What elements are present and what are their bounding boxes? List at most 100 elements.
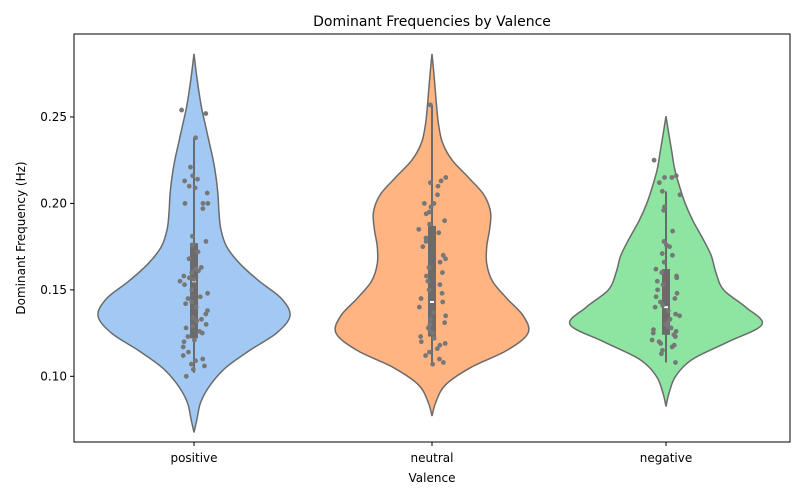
data-point bbox=[437, 282, 443, 288]
data-point bbox=[659, 251, 665, 256]
data-point bbox=[649, 337, 655, 343]
chart-title: Dominant Frequencies by Valence bbox=[313, 14, 551, 30]
data-point bbox=[186, 183, 192, 189]
x-tick-label: negative bbox=[640, 451, 692, 465]
data-point bbox=[182, 282, 187, 288]
data-point bbox=[673, 311, 678, 317]
data-point bbox=[661, 239, 667, 244]
data-point bbox=[667, 244, 672, 250]
data-point bbox=[181, 339, 187, 345]
data-point bbox=[431, 335, 437, 341]
data-point bbox=[185, 296, 191, 301]
data-point bbox=[192, 185, 198, 191]
data-point bbox=[202, 363, 207, 369]
violins-layer bbox=[97, 53, 764, 433]
y-tick-label: 0.20 bbox=[40, 196, 67, 210]
data-point bbox=[674, 275, 680, 281]
data-point bbox=[423, 353, 428, 358]
data-point bbox=[677, 192, 683, 198]
data-point bbox=[653, 266, 659, 272]
data-point bbox=[198, 264, 204, 270]
data-point bbox=[197, 294, 203, 300]
data-point bbox=[188, 164, 193, 170]
data-point bbox=[436, 230, 442, 236]
data-point bbox=[662, 175, 667, 180]
data-point bbox=[189, 270, 195, 275]
y-axis-label: Dominant Frequency (Hz) bbox=[14, 161, 28, 314]
data-point bbox=[193, 358, 198, 364]
data-point bbox=[424, 273, 429, 279]
data-point bbox=[186, 349, 191, 355]
data-point bbox=[669, 344, 675, 350]
data-point bbox=[423, 239, 429, 244]
data-point bbox=[653, 294, 659, 300]
data-point bbox=[191, 337, 197, 343]
data-point bbox=[190, 315, 196, 320]
data-point bbox=[195, 249, 201, 255]
data-point bbox=[182, 201, 188, 206]
data-point bbox=[195, 176, 200, 182]
data-point bbox=[181, 273, 187, 279]
y-tick-label: 0.10 bbox=[40, 369, 67, 383]
data-point bbox=[186, 275, 192, 281]
data-point bbox=[423, 235, 429, 241]
data-point bbox=[670, 252, 675, 258]
data-point bbox=[416, 226, 422, 232]
data-point bbox=[203, 239, 209, 244]
y-tick-label: 0.25 bbox=[40, 110, 67, 124]
data-point bbox=[442, 218, 448, 224]
data-point bbox=[440, 270, 445, 275]
data-point bbox=[660, 282, 666, 288]
data-point bbox=[416, 304, 422, 310]
data-point bbox=[200, 206, 206, 212]
data-point bbox=[658, 299, 663, 305]
plot-frame bbox=[73, 33, 791, 443]
data-point bbox=[196, 268, 201, 274]
data-point bbox=[204, 190, 210, 196]
data-point bbox=[658, 341, 664, 346]
data-point bbox=[427, 180, 433, 186]
data-point bbox=[203, 111, 209, 116]
data-point bbox=[203, 311, 209, 317]
data-point bbox=[428, 204, 434, 210]
x-tick-label: neutral bbox=[411, 451, 454, 465]
data-point bbox=[177, 278, 183, 284]
data-point bbox=[650, 330, 656, 336]
y-tick-label: 0.15 bbox=[40, 283, 67, 297]
data-point bbox=[656, 180, 662, 186]
data-point bbox=[199, 330, 205, 336]
data-point bbox=[183, 373, 189, 379]
data-point bbox=[426, 287, 432, 293]
data-point bbox=[442, 341, 448, 346]
data-point bbox=[665, 308, 671, 314]
iqr-box-neutral bbox=[428, 225, 436, 337]
data-point bbox=[188, 361, 194, 367]
data-point bbox=[199, 316, 204, 322]
data-point bbox=[180, 353, 186, 358]
data-point bbox=[672, 296, 678, 301]
data-point bbox=[182, 178, 188, 184]
data-point bbox=[203, 322, 209, 327]
data-point bbox=[189, 299, 195, 305]
data-point bbox=[438, 178, 444, 184]
data-point bbox=[651, 327, 656, 333]
data-point bbox=[427, 221, 432, 227]
data-point bbox=[418, 334, 424, 339]
data-point bbox=[443, 175, 449, 180]
data-point bbox=[654, 278, 660, 284]
x-axis: positive neutral negative bbox=[170, 442, 692, 465]
data-point bbox=[435, 192, 440, 198]
data-point bbox=[186, 256, 192, 262]
data-point bbox=[193, 135, 199, 141]
data-point bbox=[183, 325, 189, 331]
data-point bbox=[431, 201, 437, 206]
data-point bbox=[659, 351, 664, 357]
data-point bbox=[659, 188, 665, 194]
data-point bbox=[443, 256, 448, 262]
data-point bbox=[668, 325, 674, 331]
data-point bbox=[442, 320, 448, 326]
data-point bbox=[189, 242, 195, 248]
data-point bbox=[180, 344, 186, 350]
data-point bbox=[190, 366, 196, 372]
